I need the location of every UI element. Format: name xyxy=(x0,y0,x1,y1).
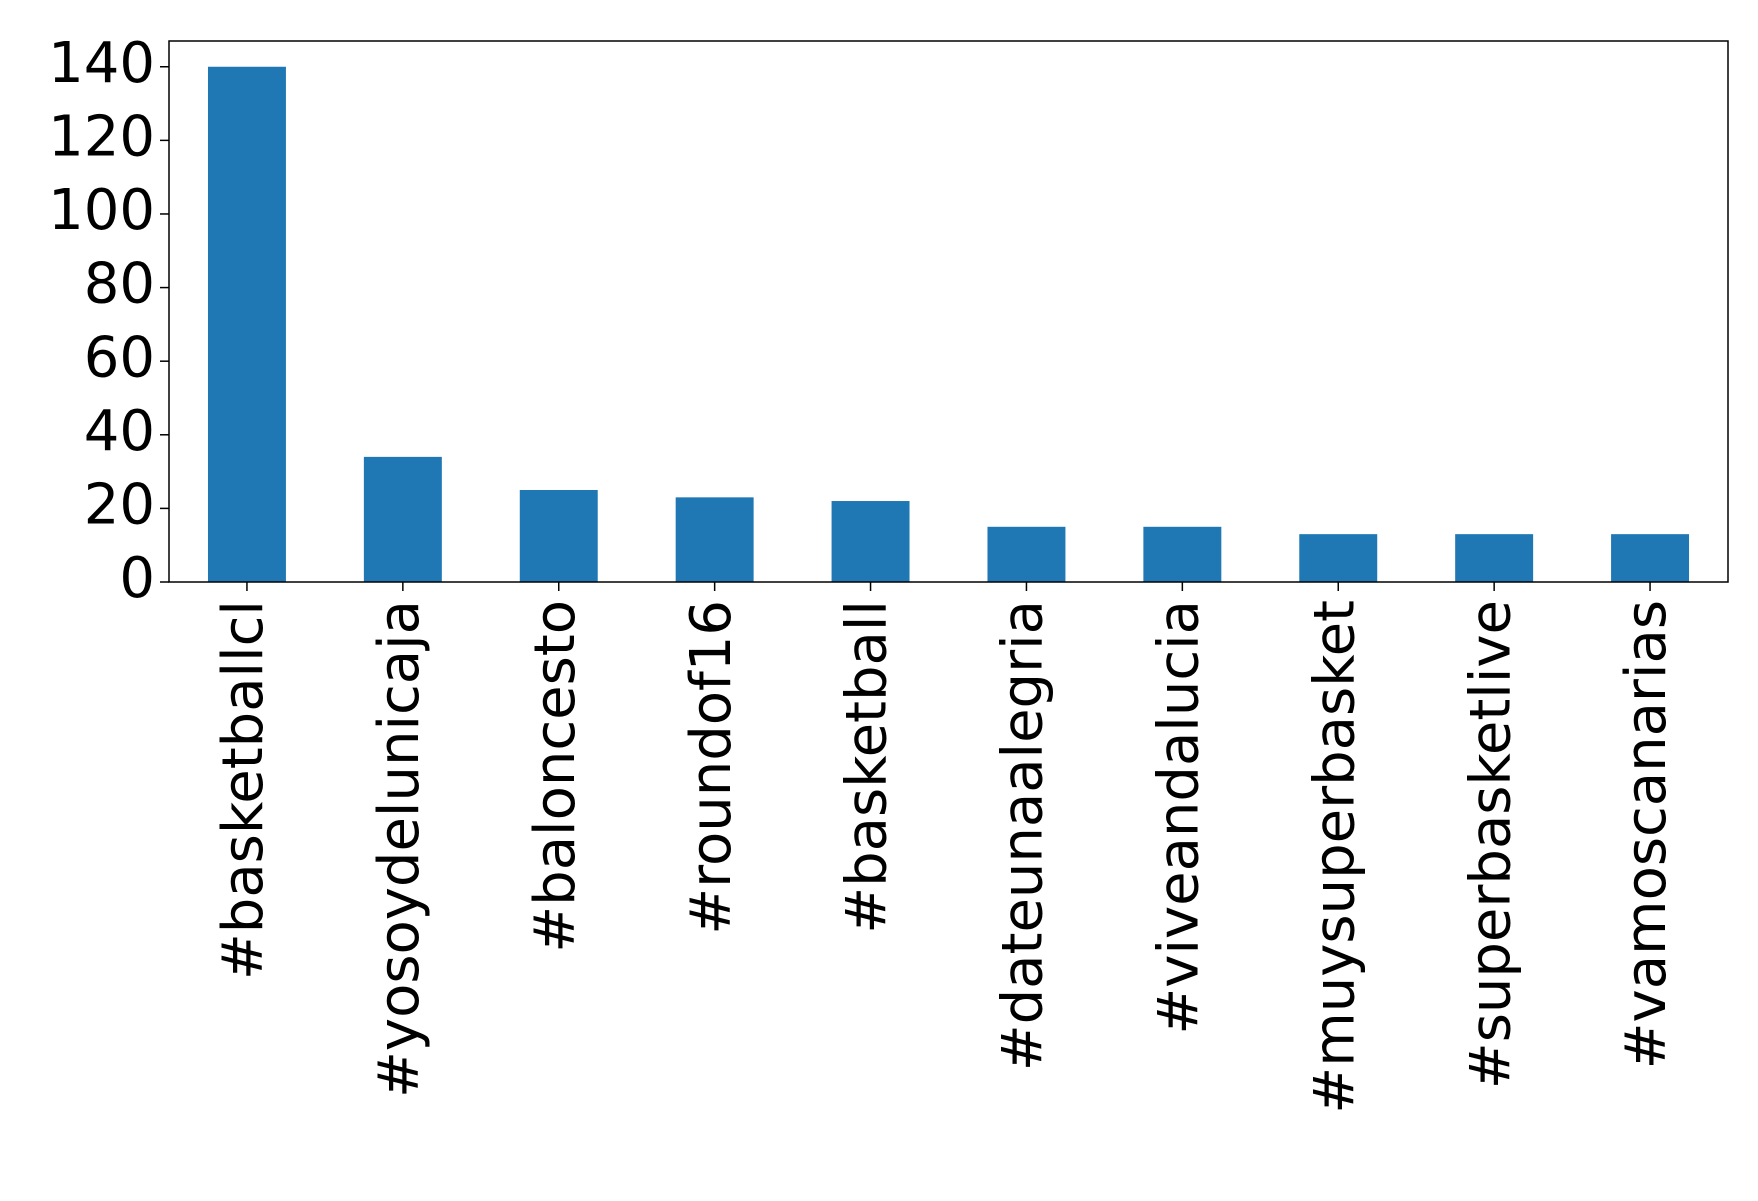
x-tick-label: #basketballcl xyxy=(211,600,276,980)
bar xyxy=(363,456,442,582)
y-tick-label: 20 xyxy=(84,473,155,538)
y-tick-label: 60 xyxy=(84,325,155,390)
x-tick-label: #baloncesto xyxy=(523,600,588,953)
y-tick-label: 100 xyxy=(48,178,155,243)
y-tick-label: 140 xyxy=(48,31,155,96)
x-tick-label: #superbasketlive xyxy=(1458,600,1523,1089)
bar xyxy=(1143,526,1222,582)
y-tick-label: 0 xyxy=(119,546,155,611)
x-tick-label: #vamoscanarias xyxy=(1614,600,1679,1069)
x-tick-label: #muysuperbasket xyxy=(1302,600,1367,1114)
axes-frame xyxy=(168,40,1729,583)
y-tick-label: 80 xyxy=(84,252,155,317)
x-tick-label: #viveandalucia xyxy=(1146,600,1211,1035)
x-tick-label: #yosoydelunicaja xyxy=(367,600,432,1098)
bar xyxy=(1299,534,1378,582)
bar xyxy=(207,66,286,582)
y-tick-label: 40 xyxy=(84,399,155,464)
bar xyxy=(1611,534,1690,582)
bar xyxy=(831,501,910,582)
x-tick-label: #dateunaalegria xyxy=(991,600,1056,1071)
x-tick-label: #roundof16 xyxy=(679,600,744,935)
bar xyxy=(987,526,1066,582)
x-tick-label: #basketball xyxy=(835,600,900,934)
bar xyxy=(675,497,754,582)
y-tick-label: 120 xyxy=(48,105,155,170)
bar xyxy=(1455,534,1534,582)
bar xyxy=(519,489,598,582)
